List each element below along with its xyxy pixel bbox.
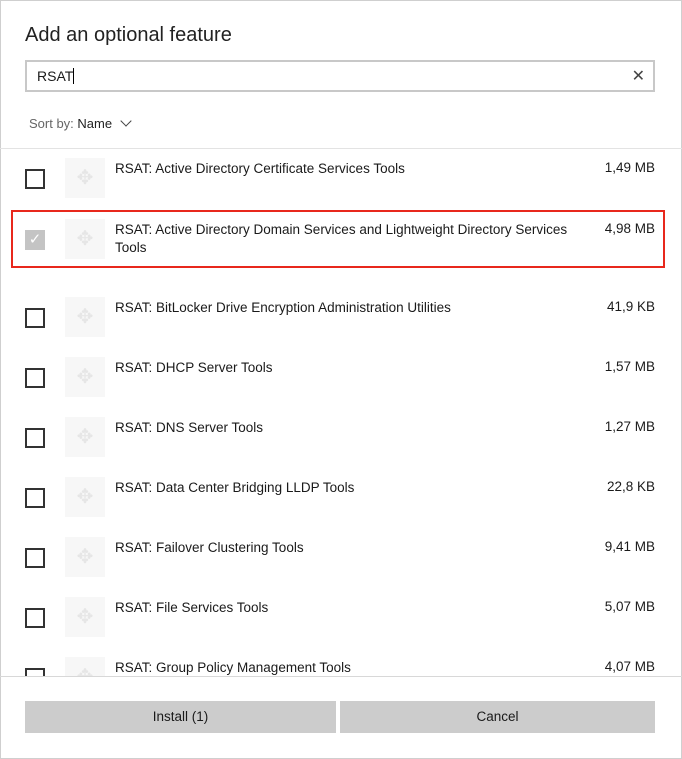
search-value: RSAT (37, 68, 74, 84)
feature-size: 9,41 MB (604, 539, 655, 554)
puzzle-icon: ✥ (65, 357, 105, 397)
list-item[interactable]: ✥ RSAT: DNS Server Tools 1,27 MB (0, 417, 682, 477)
feature-size: 1,27 MB (604, 419, 655, 434)
feature-size: 1,57 MB (604, 359, 655, 374)
text-caret (73, 68, 75, 84)
feature-size: 5,07 MB (604, 599, 655, 614)
list-item[interactable]: ✥ RSAT: DHCP Server Tools 1,57 MB (0, 357, 682, 417)
puzzle-icon: ✥ (65, 417, 105, 457)
puzzle-icon: ✥ (65, 158, 105, 198)
sort-dropdown[interactable]: Sort by: Name (29, 115, 132, 131)
list-item[interactable]: ✥ RSAT: BitLocker Drive Encryption Admin… (0, 297, 682, 357)
chevron-down-icon (120, 115, 132, 127)
feature-name: RSAT: File Services Tools (115, 600, 269, 615)
sort-label: Sort by: (29, 116, 74, 131)
install-button[interactable]: Install (1) (25, 701, 336, 733)
feature-name: RSAT: DNS Server Tools (115, 420, 264, 435)
feature-size: 1,49 MB (604, 160, 655, 175)
feature-name: RSAT: Data Center Bridging LLDP Tools (115, 480, 355, 495)
checkbox[interactable] (25, 368, 45, 388)
divider (0, 676, 682, 677)
puzzle-icon: ✥ (65, 297, 105, 337)
list-item[interactable]: ✥ RSAT: Failover Clustering Tools 9,41 M… (0, 537, 682, 597)
divider (0, 148, 682, 149)
list-item[interactable]: ✥ RSAT: Data Center Bridging LLDP Tools … (0, 477, 682, 537)
highlight-box (11, 210, 665, 268)
list-item[interactable]: ✓ ✥ RSAT: Active Directory Domain Servic… (0, 219, 682, 279)
feature-size: 22,8 KB (606, 479, 655, 494)
feature-name: RSAT: Active Directory Domain Services a… (115, 222, 568, 255)
checkbox[interactable] (25, 488, 45, 508)
checkbox[interactable] (25, 548, 45, 568)
puzzle-icon: ✥ (65, 657, 105, 676)
clear-icon[interactable]: ✕ (631, 68, 645, 85)
checkbox[interactable] (25, 608, 45, 628)
feature-name: RSAT: DHCP Server Tools (115, 360, 273, 375)
feature-name: RSAT: Active Directory Certificate Servi… (115, 161, 405, 176)
list-item[interactable]: ✥ RSAT: File Services Tools 5,07 MB (0, 597, 682, 657)
checkbox[interactable] (25, 428, 45, 448)
feature-name: RSAT: BitLocker Drive Encryption Adminis… (115, 300, 451, 315)
list-item[interactable]: ✥ RSAT: Active Directory Certificate Ser… (0, 158, 682, 218)
puzzle-icon: ✥ (65, 219, 105, 259)
checkbox[interactable] (25, 169, 45, 189)
feature-size: 41,9 KB (606, 299, 655, 314)
feature-list: ✥ RSAT: Active Directory Certificate Ser… (0, 149, 682, 676)
checkbox[interactable]: ✓ (25, 230, 45, 250)
feature-name: RSAT: Failover Clustering Tools (115, 540, 304, 555)
feature-size: 4,07 MB (604, 659, 655, 674)
dialog-title: Add an optional feature (25, 24, 232, 46)
checkbox[interactable] (25, 668, 45, 676)
feature-name: RSAT: Group Policy Management Tools (115, 660, 351, 675)
puzzle-icon: ✥ (65, 477, 105, 517)
puzzle-icon: ✥ (65, 537, 105, 577)
search-input[interactable]: RSAT ✕ (25, 60, 655, 92)
feature-size: 4,98 MB (604, 221, 655, 236)
cancel-button[interactable]: Cancel (340, 701, 655, 733)
checkbox[interactable] (25, 308, 45, 328)
list-item[interactable]: ✥ RSAT: Group Policy Management Tools 4,… (0, 657, 682, 676)
puzzle-icon: ✥ (65, 597, 105, 637)
sort-value: Name (77, 116, 113, 131)
